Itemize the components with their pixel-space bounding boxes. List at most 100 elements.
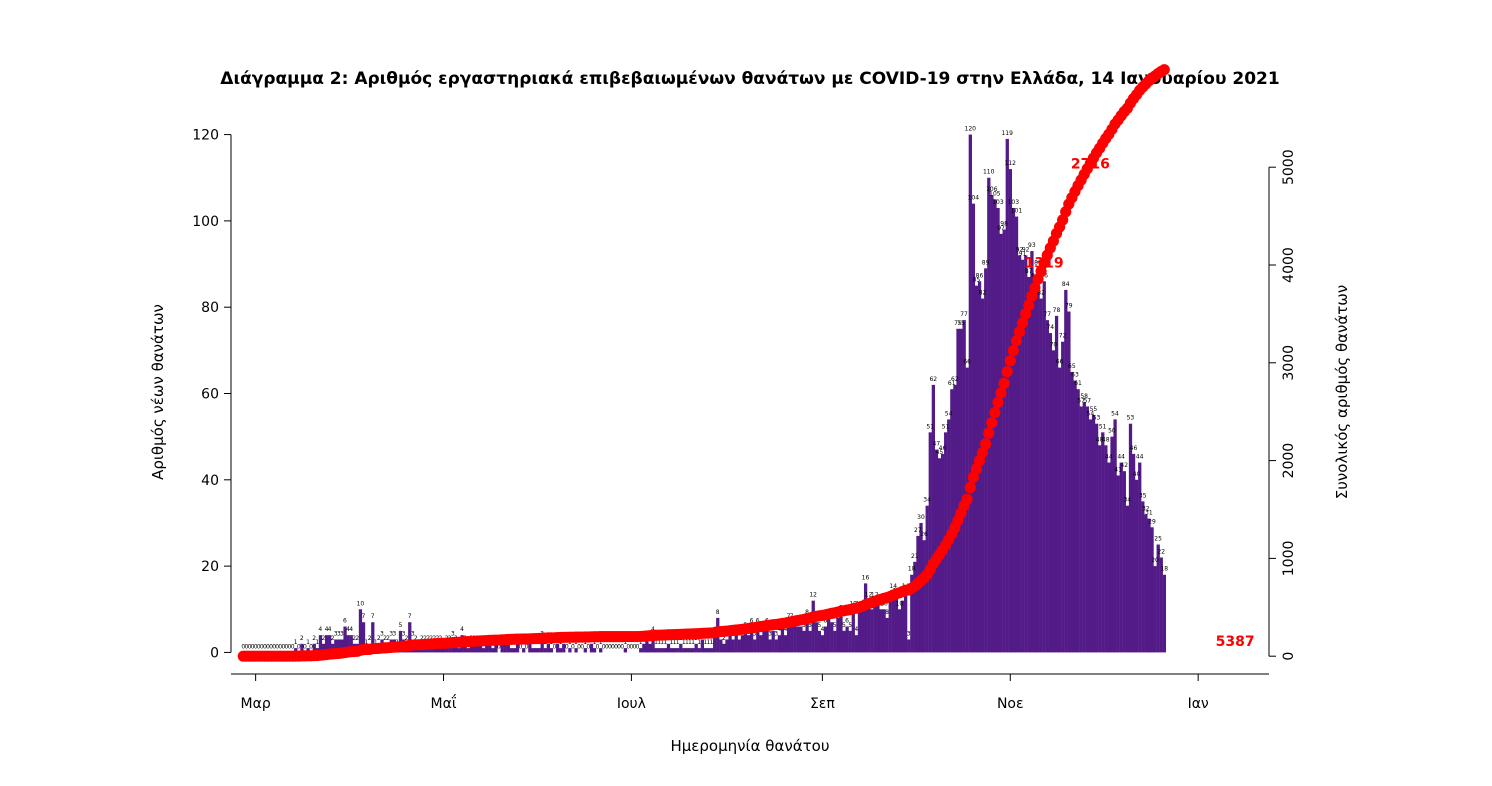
y2-tick-label: 3000 — [1281, 345, 1297, 381]
bar — [814, 622, 818, 653]
bar-label: 1 — [707, 639, 711, 646]
bar-label: 35 — [1139, 492, 1147, 499]
bar-label: 0 — [620, 643, 624, 650]
bar-label: 2 — [722, 635, 726, 642]
bar-label: 8 — [885, 609, 889, 616]
bar-label: 112 — [1005, 160, 1017, 167]
bar-label: 61 — [948, 380, 956, 387]
bar-label: 54 — [945, 410, 953, 417]
bar — [1002, 229, 1006, 653]
bar-label: 6 — [845, 618, 849, 625]
bar — [639, 648, 643, 653]
bar-label: 0 — [626, 643, 630, 650]
bar — [300, 643, 304, 653]
bar-label: 4 — [460, 626, 464, 633]
bar-label: 0 — [263, 643, 267, 650]
bar — [1061, 341, 1065, 653]
bar — [808, 630, 812, 653]
bar — [697, 648, 701, 653]
bar-label: 1 — [660, 639, 664, 646]
bar — [1070, 371, 1074, 653]
bar — [836, 617, 840, 653]
bar-label: 82 — [1037, 290, 1045, 297]
bar — [334, 639, 338, 653]
bar — [768, 639, 772, 653]
bar-label: 1 — [599, 639, 603, 646]
bar-label: 77 — [1043, 311, 1051, 318]
bar — [786, 622, 791, 653]
cumulative-point — [1029, 282, 1041, 294]
bar — [522, 648, 526, 653]
y2-tick-label: 2000 — [1281, 443, 1297, 479]
bar — [833, 630, 837, 653]
bar-label: 85 — [973, 277, 981, 284]
bar — [962, 320, 966, 653]
bar — [796, 626, 800, 653]
bar-label: 6 — [750, 618, 754, 625]
bar-label: 0 — [519, 643, 523, 650]
x-tick-label: Ιαν — [1188, 696, 1209, 712]
bar — [312, 643, 316, 653]
bar — [672, 648, 677, 653]
bar — [324, 635, 329, 653]
bar-label: 70 — [1050, 341, 1058, 348]
bar — [931, 384, 936, 653]
bar — [1153, 566, 1157, 653]
bar-label: 0 — [580, 643, 584, 650]
bar — [873, 600, 877, 653]
cumulative-point — [964, 481, 976, 494]
cumulative-point — [976, 446, 989, 459]
bar — [1125, 505, 1130, 653]
bar — [999, 233, 1003, 653]
cumulative-point — [1035, 265, 1047, 277]
bar-label: 84 — [1062, 281, 1070, 288]
bar — [1042, 281, 1046, 653]
bar — [669, 648, 674, 653]
bar — [491, 648, 495, 653]
bar-label: 4 — [777, 626, 781, 633]
bar — [725, 639, 729, 653]
bar-label: 0 — [552, 643, 556, 650]
bar-label: 1 — [670, 639, 674, 646]
bar-label: 0 — [269, 643, 273, 650]
bar-label: 0 — [596, 643, 600, 650]
bar — [765, 626, 769, 653]
y-axis-right: 0 1000 2000 3000 4000 5000 — [1268, 149, 1297, 661]
bar — [1051, 350, 1056, 653]
bar — [777, 635, 782, 653]
bar-label: 1 — [663, 639, 667, 646]
bar-label: 0 — [525, 643, 529, 650]
bar-label: 105 — [989, 190, 1001, 197]
bar-label: 89 — [982, 259, 990, 266]
bar — [663, 648, 668, 653]
bar — [349, 635, 353, 653]
bar — [528, 643, 532, 653]
annotation-label: 1319 — [1025, 256, 1064, 272]
bar — [1094, 423, 1099, 653]
bar-label: 1 — [688, 639, 692, 646]
cumulative-point — [1026, 290, 1038, 302]
bar-label: 3 — [340, 630, 344, 637]
bar-label: 62 — [929, 376, 937, 383]
bar-label: 27 — [914, 527, 922, 534]
bar — [321, 643, 326, 653]
bar — [910, 574, 914, 653]
annotation-label: 5387 — [1216, 634, 1255, 650]
bar — [343, 626, 347, 653]
bar-label: 110 — [983, 169, 995, 176]
bar — [709, 648, 714, 653]
bar — [1073, 380, 1077, 653]
bar — [907, 639, 911, 653]
bar-label: 4 — [328, 626, 332, 633]
bar-label: 7 — [408, 613, 412, 620]
bar-label: 77 — [960, 311, 968, 318]
bar-label: 5 — [833, 622, 837, 629]
bar-label: 91 — [1019, 251, 1027, 258]
bar-label: 1 — [657, 639, 661, 646]
bar-label: 79 — [1065, 303, 1073, 310]
bar-label: 72 — [1059, 333, 1067, 340]
bar-label: 3 — [389, 630, 393, 637]
bar — [1017, 255, 1022, 653]
bar-label: 0 — [636, 643, 640, 650]
bar — [500, 643, 504, 653]
